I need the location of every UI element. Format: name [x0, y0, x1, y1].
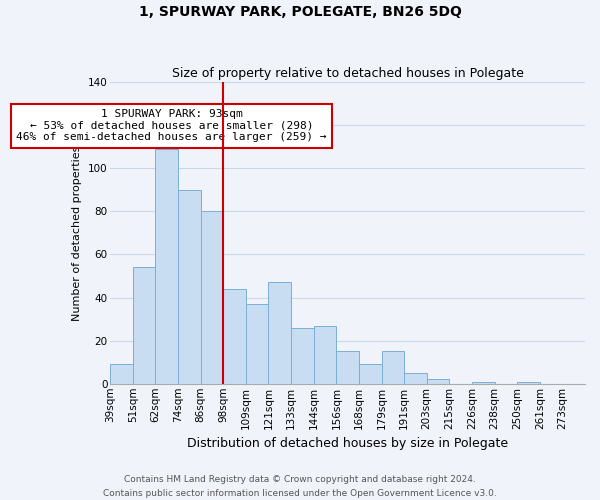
Bar — [382, 352, 404, 384]
Bar — [404, 373, 427, 384]
Bar — [110, 364, 133, 384]
Bar — [359, 364, 382, 384]
Bar — [337, 352, 359, 384]
Bar — [223, 289, 246, 384]
Bar — [427, 380, 449, 384]
Bar — [246, 304, 268, 384]
Title: Size of property relative to detached houses in Polegate: Size of property relative to detached ho… — [172, 66, 524, 80]
Bar — [178, 190, 200, 384]
Bar — [314, 326, 337, 384]
Bar — [472, 382, 494, 384]
Bar — [268, 282, 291, 384]
Text: 1, SPURWAY PARK, POLEGATE, BN26 5DQ: 1, SPURWAY PARK, POLEGATE, BN26 5DQ — [139, 5, 461, 19]
Text: 1 SPURWAY PARK: 93sqm
← 53% of detached houses are smaller (298)
46% of semi-det: 1 SPURWAY PARK: 93sqm ← 53% of detached … — [16, 109, 327, 142]
Text: Contains HM Land Registry data © Crown copyright and database right 2024.
Contai: Contains HM Land Registry data © Crown c… — [103, 476, 497, 498]
Bar — [291, 328, 314, 384]
Bar — [517, 382, 540, 384]
Bar — [155, 149, 178, 384]
Y-axis label: Number of detached properties: Number of detached properties — [72, 145, 82, 320]
Bar — [200, 212, 223, 384]
X-axis label: Distribution of detached houses by size in Polegate: Distribution of detached houses by size … — [187, 437, 508, 450]
Bar — [133, 268, 155, 384]
